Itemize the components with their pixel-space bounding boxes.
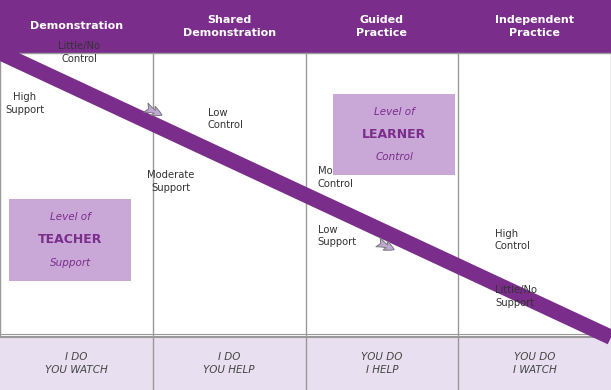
Bar [9, 199, 131, 281]
Text: High
Control: High Control [495, 229, 531, 251]
Bar [0, 0, 611, 53]
Text: Moderate
Control: Moderate Control [318, 166, 365, 189]
Text: Shared
Demonstration: Shared Demonstration [183, 15, 276, 37]
Text: High
Support: High Support [5, 92, 44, 115]
Bar [0, 337, 611, 390]
Text: Control: Control [375, 152, 413, 163]
Text: Guided
Practice: Guided Practice [356, 15, 408, 37]
Text: I DO
YOU WATCH: I DO YOU WATCH [45, 352, 108, 375]
Text: YOU DO
I HELP: YOU DO I HELP [361, 352, 403, 375]
Text: Independent
Practice: Independent Practice [495, 15, 574, 37]
Text: Level of: Level of [374, 106, 414, 117]
Text: YOU DO
I WATCH: YOU DO I WATCH [513, 352, 557, 375]
Text: Little/No
Control: Little/No Control [59, 41, 100, 64]
Text: Demonstration: Demonstration [30, 21, 123, 31]
Text: Low
Support: Low Support [318, 225, 357, 247]
Text: LEARNER: LEARNER [362, 128, 426, 141]
Text: Level of: Level of [50, 212, 90, 222]
Text: Little/No
Support: Little/No Support [495, 285, 537, 308]
Text: TEACHER: TEACHER [38, 233, 103, 246]
Text: Moderate
Support: Moderate Support [147, 170, 195, 193]
Bar [0, 53, 611, 337]
Text: Low
Control: Low Control [208, 108, 244, 130]
Bar [333, 94, 455, 176]
Text: Support: Support [49, 258, 91, 268]
Text: I DO
YOU HELP: I DO YOU HELP [203, 352, 255, 375]
